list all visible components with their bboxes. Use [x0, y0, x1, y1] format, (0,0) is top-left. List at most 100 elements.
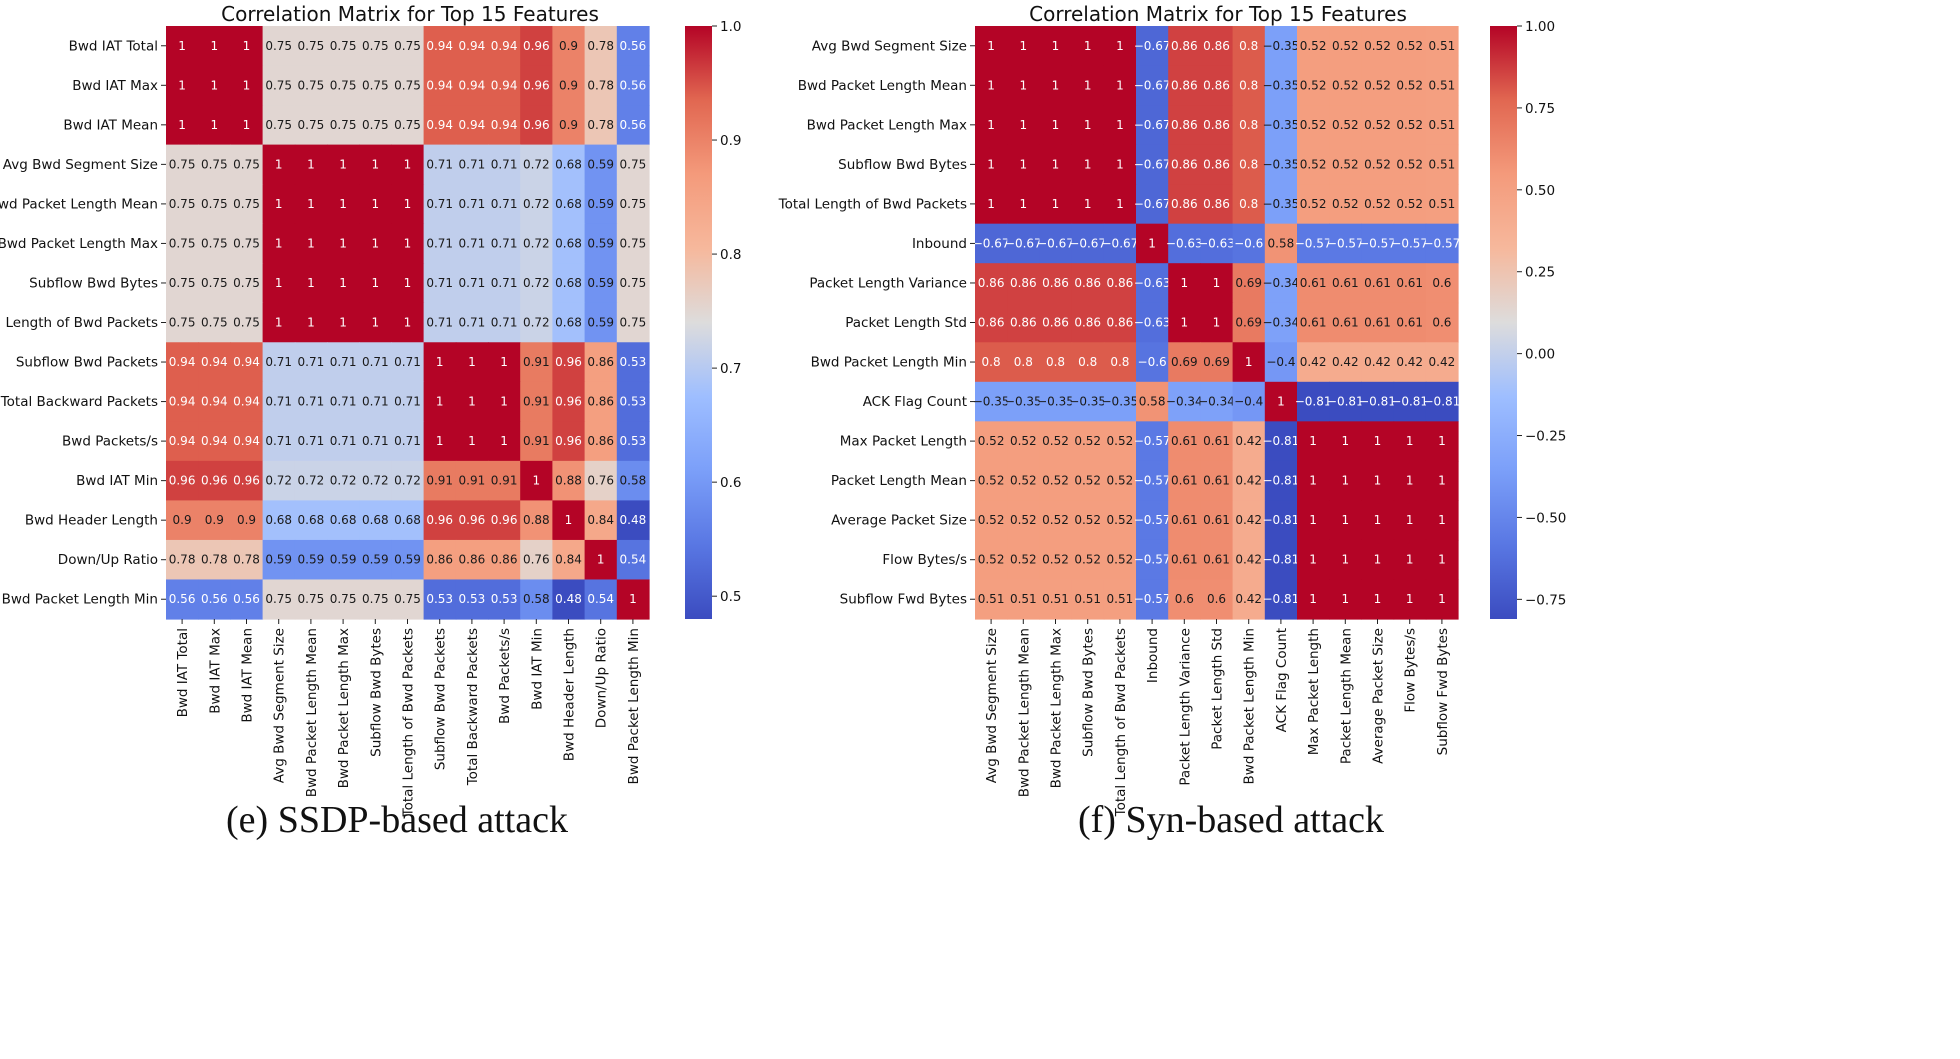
cell-value-label: 0.52	[1300, 78, 1327, 92]
heatmap-cell	[1039, 223, 1073, 264]
heatmap-cell	[520, 460, 553, 501]
cell-value-label: 0.75	[201, 316, 228, 330]
cell-value-label: 0.71	[265, 355, 292, 369]
cell-value-label: 1	[1052, 157, 1060, 171]
heatmap-cell	[198, 223, 231, 264]
heatmap-cell	[327, 105, 360, 146]
y-tick-label-total-length-of-bwd-packets: Total Length of Bwd Packets	[778, 196, 967, 212]
heatmap-cell	[455, 263, 489, 304]
heatmap-cell	[552, 421, 586, 462]
cell-value-label: 1	[597, 553, 605, 567]
heatmap-cell	[584, 223, 618, 264]
cell-value-label: 1	[1019, 197, 1027, 211]
cell-value-label: 0.71	[491, 236, 518, 250]
cell-value-label: 0.94	[169, 395, 196, 409]
cell-value-label: 0.52	[1396, 78, 1423, 92]
chart-title: Correlation Matrix for Top 15 Features	[1029, 2, 1407, 26]
cell-value-label: 1	[404, 236, 412, 250]
heatmap-cell	[1007, 539, 1040, 581]
cell-value-label: 0.61	[1332, 276, 1359, 290]
cell-value-label: 0.71	[491, 316, 518, 330]
heatmap-cell	[488, 421, 521, 462]
heatmap-cell	[552, 144, 586, 185]
heatmap-cell	[1168, 184, 1201, 225]
heatmap-cell	[552, 302, 586, 343]
cell-value-label: 0.71	[298, 395, 325, 409]
cell-value-label: 0.51	[1429, 39, 1456, 53]
cell-value-label: −0.35	[1263, 39, 1300, 53]
y-tick-label-bwd-iat-min: Bwd IAT Min	[76, 473, 158, 489]
cell-value-label: 1	[1374, 434, 1382, 448]
heatmap-cell	[391, 263, 425, 304]
cell-value-label: 0.96	[523, 39, 550, 53]
cell-value-label: −0.4	[1234, 395, 1263, 409]
heatmap-cell	[1136, 263, 1169, 304]
y-tick-label-packet-length-variance: Packet Length Variance	[809, 275, 967, 291]
cell-value-label: 1	[339, 276, 347, 290]
cell-value-label: 0.75	[233, 316, 260, 330]
heatmap-cell	[1007, 421, 1040, 462]
x-tick-label-bwd-packet-length-mean: Bwd Packet Length Mean	[304, 628, 320, 797]
cell-value-label: 1	[1374, 474, 1382, 488]
cell-value-label: 1	[1309, 434, 1317, 448]
cell-value-label: −0.81	[1263, 513, 1300, 527]
cell-value-label: 0.53	[459, 592, 486, 606]
heatmap-cell	[1168, 579, 1201, 620]
heatmap-cell	[230, 302, 264, 343]
cell-value-label: 0.86	[1010, 316, 1037, 330]
heatmap-cell	[616, 460, 650, 501]
heatmap-cell	[230, 342, 264, 383]
cell-value-label: 0.75	[394, 118, 421, 132]
cell-value-label: −0.6	[1234, 236, 1263, 250]
heatmap-cell	[423, 539, 457, 581]
cell-value-label: 1	[1309, 513, 1317, 527]
heatmap-cell	[1168, 223, 1201, 264]
cell-value-label: 0.86	[1107, 316, 1134, 330]
heatmap-cell	[423, 421, 457, 462]
cell-value-label: 0.68	[555, 157, 582, 171]
heatmap-cell	[975, 223, 1008, 264]
cell-value-label: 0.91	[523, 395, 550, 409]
heatmap-cell	[1361, 302, 1395, 343]
cell-value-label: 0.8	[982, 355, 1001, 369]
x-tick-label-subflow-bwd-bytes: Subflow Bwd Bytes	[368, 628, 384, 757]
heatmap-cell	[1329, 105, 1362, 146]
cell-value-label: 0.86	[978, 276, 1005, 290]
x-tick-label-bwd-packet-length-mean: Bwd Packet Length Mean	[1016, 628, 1032, 797]
heatmap-cell	[1200, 223, 1234, 264]
heatmap-cell	[1361, 500, 1395, 541]
heatmap-cell	[166, 184, 199, 225]
cell-value-label: −0.63	[1134, 316, 1171, 330]
heatmap-cell	[1264, 184, 1298, 225]
cell-value-label: 0.8	[1110, 355, 1129, 369]
x-axis-labels: Avg Bwd Segment Size Bwd Packet Length Me…	[984, 619, 1451, 817]
cell-value-label: 1	[1116, 157, 1124, 171]
heatmap-cell	[391, 579, 425, 620]
heatmap-cell	[1039, 144, 1073, 185]
heatmap-cell	[294, 65, 328, 106]
cell-value-label: 0.51	[1429, 78, 1456, 92]
cell-value-label: 0.72	[523, 316, 550, 330]
heatmap-cell	[1071, 223, 1105, 264]
heatmap-cell	[198, 342, 231, 383]
heatmap-cell	[616, 302, 650, 343]
cell-value-label: 1	[1116, 197, 1124, 211]
heatmap-cell	[262, 302, 296, 343]
heatmap-cell	[488, 65, 521, 106]
cell-value-label: 1	[500, 355, 508, 369]
cell-value-label: 0.51	[1010, 592, 1037, 606]
heatmap-cell	[584, 263, 618, 304]
x-tick-label-bwd-iat-min: Bwd IAT Min	[529, 628, 545, 710]
cell-value-label: 0.51	[1429, 157, 1456, 171]
x-tick-label-bwd-iat-max: Bwd IAT Max	[207, 628, 223, 714]
heatmap-cell	[1039, 105, 1073, 146]
chart-title: Correlation Matrix for Top 15 Features	[221, 2, 599, 26]
heatmap-cell	[198, 302, 231, 343]
heatmap-cell	[166, 26, 199, 67]
cell-value-label: 0.75	[620, 157, 647, 171]
cell-value-label: 0.75	[330, 39, 357, 53]
colorbar-tick-label: 1.0	[720, 19, 741, 35]
heatmap-cell	[1200, 342, 1234, 383]
cell-value-label: −0.35	[1005, 395, 1042, 409]
